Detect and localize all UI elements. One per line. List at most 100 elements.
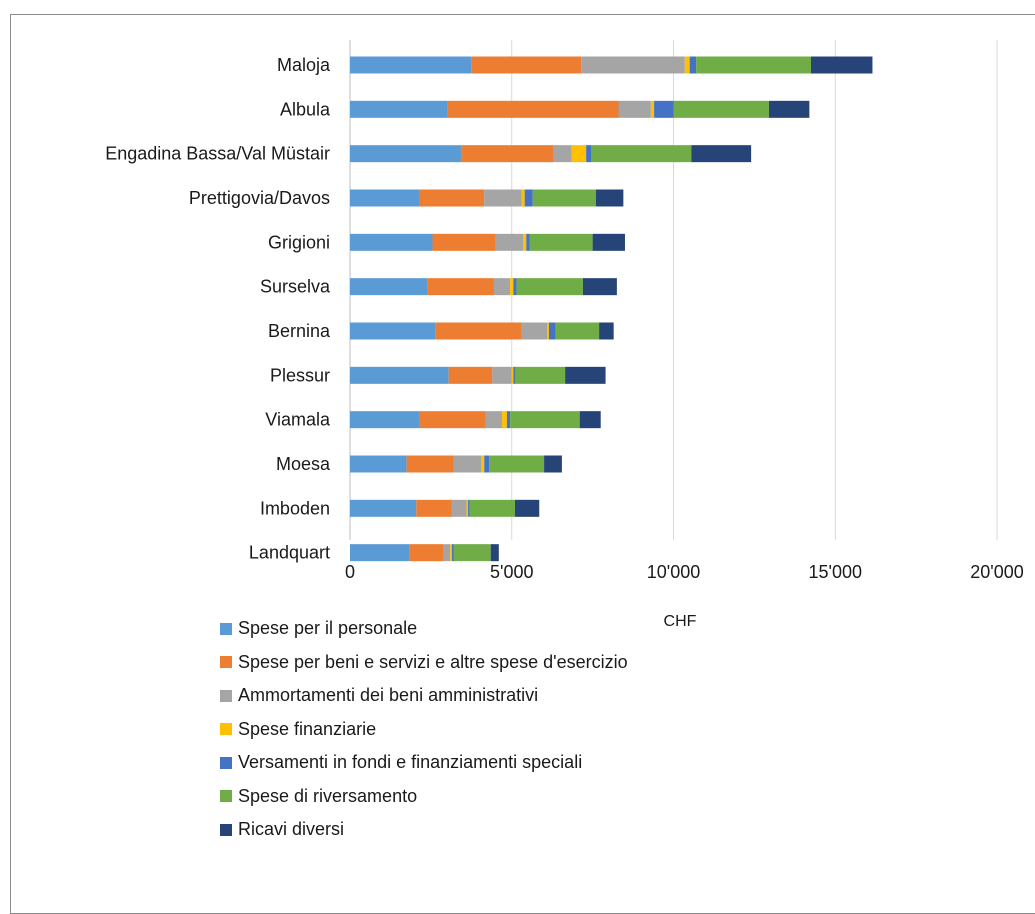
legend-swatch (220, 823, 232, 836)
bar-segment (506, 411, 511, 429)
bar-segment (409, 544, 444, 562)
bar-segment (350, 145, 462, 163)
legend-label: Versamenti in fondi e finanziamenti spec… (238, 752, 583, 773)
bar-segment (447, 100, 619, 118)
bar-segment (586, 145, 592, 163)
legend-label: Ammortamenti dei beni amministrativi (238, 685, 539, 706)
bar-segment (592, 233, 625, 251)
bar-segment (548, 322, 556, 340)
x-tick-label: 0 (345, 562, 355, 582)
bar-segment (689, 56, 697, 74)
bar-segment (581, 56, 685, 74)
bar-segment (495, 233, 524, 251)
bar-segment (466, 499, 469, 517)
bar-segment (443, 544, 451, 562)
bar-segment (492, 366, 512, 384)
category-label: Landquart (249, 543, 330, 563)
bar-segment (521, 189, 525, 207)
legend-swatch (220, 790, 232, 803)
category-label: Imboden (260, 498, 330, 518)
bar-segment (406, 455, 454, 473)
bar-segment (810, 56, 873, 74)
category-label: Surselva (260, 277, 331, 297)
x-axis-title: CHF (664, 613, 697, 630)
category-label: Engadina Bassa/Val Müstair (105, 144, 330, 164)
bar-segment (526, 233, 530, 251)
bar-segment (350, 56, 472, 74)
bar-segment (432, 233, 496, 251)
bar-segment (453, 455, 482, 473)
legend-item: Spese di riversamento (220, 780, 628, 814)
bar-segment (350, 278, 428, 296)
bar-segment (514, 366, 566, 384)
category-label: Moesa (276, 454, 331, 474)
legend: Spese per il personale Spese per beni e s… (220, 612, 628, 847)
bar-segment (451, 544, 454, 562)
bar-segment (579, 411, 601, 429)
bar-segment (350, 233, 433, 251)
bar-segment (521, 322, 548, 340)
legend-label: Ricavi diversi (238, 819, 345, 840)
bar-segment (516, 278, 583, 296)
bar-segment (419, 411, 486, 429)
bar-segment (427, 278, 494, 296)
bar-segment (490, 544, 499, 562)
bar-segment (450, 544, 452, 562)
bar-segment (416, 499, 452, 517)
bar-segment (350, 544, 410, 562)
bar-segment (350, 499, 417, 517)
bar-segment (768, 100, 810, 118)
bar-segment (565, 366, 606, 384)
bar-segment (469, 499, 515, 517)
bar-segment (673, 100, 769, 118)
bar-segment (513, 278, 517, 296)
bar-segment (523, 233, 527, 251)
x-tick-label: 10'000 (647, 562, 701, 582)
legend-item: Spese per il personale (220, 612, 628, 646)
category-label: Bernina (268, 321, 331, 341)
legend-swatch (220, 723, 232, 736)
legend-item: Ricavi diversi (220, 813, 628, 847)
legend-label: Spese per il personale (238, 618, 418, 639)
legend-label: Spese per beni e servizi e altre spese d… (238, 651, 628, 672)
legend-item: Spese finanziarie (220, 713, 628, 747)
bar-segment (691, 145, 752, 163)
bar-segment (471, 56, 582, 74)
bar-segment (468, 499, 470, 517)
category-label: Plessur (270, 365, 330, 385)
bar-segment (448, 366, 493, 384)
bar-segment (599, 322, 614, 340)
bar-segment (555, 322, 600, 340)
x-tick-label: 15'000 (809, 562, 863, 582)
bar-segment (524, 189, 533, 207)
category-label: Maloja (277, 55, 331, 75)
bar-segment (484, 189, 522, 207)
bar-segment (511, 366, 514, 384)
bar-segment (510, 278, 514, 296)
bar-segment (529, 233, 593, 251)
bar-segment (350, 189, 420, 207)
bar-segment (510, 411, 580, 429)
bar-segment (481, 455, 485, 473)
bars (350, 56, 873, 562)
bar-segment (513, 366, 515, 384)
category-label: Prettigovia/Davos (189, 188, 330, 208)
bar-segment (553, 145, 572, 163)
legend-swatch (220, 656, 232, 669)
x-tick-labels: 0 5'000 10'000 15'000 20'000 (345, 562, 1024, 582)
bar-segment (571, 145, 587, 163)
category-label: Grigioni (268, 232, 330, 252)
bar-segment (419, 189, 485, 207)
bar-segment (484, 455, 490, 473)
bar-segment (595, 189, 624, 207)
bar-segment (547, 322, 549, 340)
bar-segment (493, 278, 511, 296)
legend-item: Ammortamenti dei beni amministrativi (220, 679, 628, 713)
bar-segment (532, 189, 596, 207)
bar-segment (696, 56, 811, 74)
bar-segment (684, 56, 690, 74)
bar-segment (502, 411, 507, 429)
bar-segment (618, 100, 651, 118)
legend-swatch (220, 756, 232, 769)
